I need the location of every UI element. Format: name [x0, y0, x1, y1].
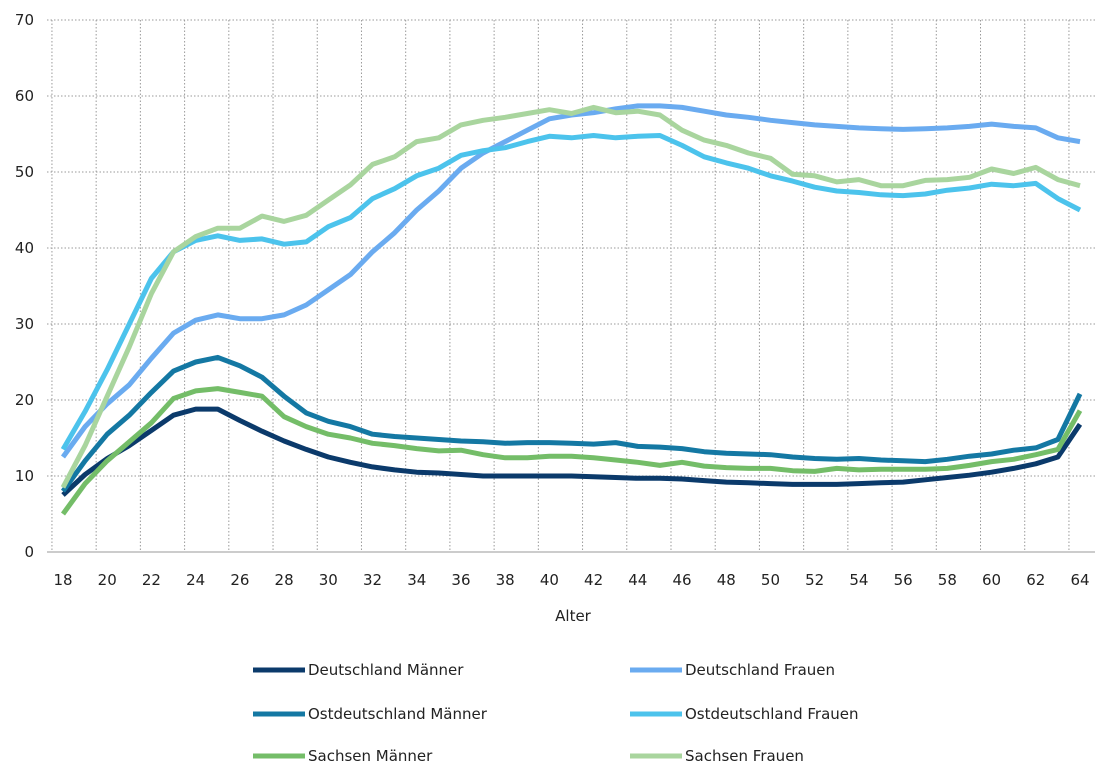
grid	[47, 19, 1095, 553]
x-tick-label-28: 28	[275, 571, 294, 589]
legend: Deutschland Männer Deutschland Frauen Ostd…	[253, 661, 859, 765]
x-tick-label-50: 50	[761, 571, 780, 589]
x-tick-label-58: 58	[938, 571, 957, 589]
series-line-1	[61, 406, 1083, 497]
y-tick-label-40: 40	[15, 239, 34, 257]
x-tick-label-22: 22	[142, 571, 161, 589]
x-tick-label-42: 42	[584, 571, 603, 589]
x-tick-label-44: 44	[628, 571, 647, 589]
x-tick-label-20: 20	[98, 571, 117, 589]
series-line-6	[60, 104, 1081, 489]
x-tick-label-34: 34	[407, 571, 426, 589]
x-tick-label-62: 62	[1026, 571, 1045, 589]
x-tick-label-30: 30	[319, 571, 338, 589]
legend-label-3: Ostdeutschland Männer	[308, 705, 488, 723]
y-tick-label-60: 60	[15, 87, 34, 105]
x-tick-labels: 18 20 22 24 26 28 30 32 34 36 38 40 42 44 46 48 50 52 54 56…	[53, 571, 1089, 589]
x-tick-label-38: 38	[496, 571, 515, 589]
y-tick-label-70: 70	[15, 11, 34, 29]
y-tick-labels: 0 10 20 30 40 50 60 70	[15, 11, 34, 561]
x-tick-label-46: 46	[672, 571, 691, 589]
series-lines	[60, 103, 1083, 516]
x-tick-label-52: 52	[805, 571, 824, 589]
series-line-3	[60, 354, 1083, 493]
x-axis-title: Alter	[555, 607, 592, 625]
x-tick-label-64: 64	[1070, 571, 1089, 589]
series-line-4	[60, 133, 1082, 451]
legend-label-4: Ostdeutschland Frauen	[685, 705, 859, 723]
legend-label-2: Deutschland Frauen	[685, 661, 835, 679]
x-tick-label-18: 18	[53, 571, 72, 589]
y-tick-label-30: 30	[15, 315, 34, 333]
x-tick-label-32: 32	[363, 571, 382, 589]
x-tick-label-56: 56	[894, 571, 913, 589]
x-tick-label-54: 54	[849, 571, 868, 589]
x-tick-label-48: 48	[717, 571, 736, 589]
x-tick-label-24: 24	[186, 571, 205, 589]
legend-label-1: Deutschland Männer	[308, 661, 464, 679]
x-tick-label-36: 36	[451, 571, 470, 589]
y-tick-label-0: 0	[24, 543, 34, 561]
y-tick-label-50: 50	[15, 163, 34, 181]
x-tick-label-40: 40	[540, 571, 559, 589]
x-tick-label-26: 26	[230, 571, 249, 589]
legend-label-5: Sachsen Männer	[308, 747, 433, 765]
y-tick-label-10: 10	[15, 467, 34, 485]
series-line-2	[60, 103, 1081, 459]
y-tick-label-20: 20	[15, 391, 34, 409]
x-tick-label-60: 60	[982, 571, 1001, 589]
legend-label-6: Sachsen Frauen	[685, 747, 804, 765]
series-line-5	[60, 386, 1083, 516]
